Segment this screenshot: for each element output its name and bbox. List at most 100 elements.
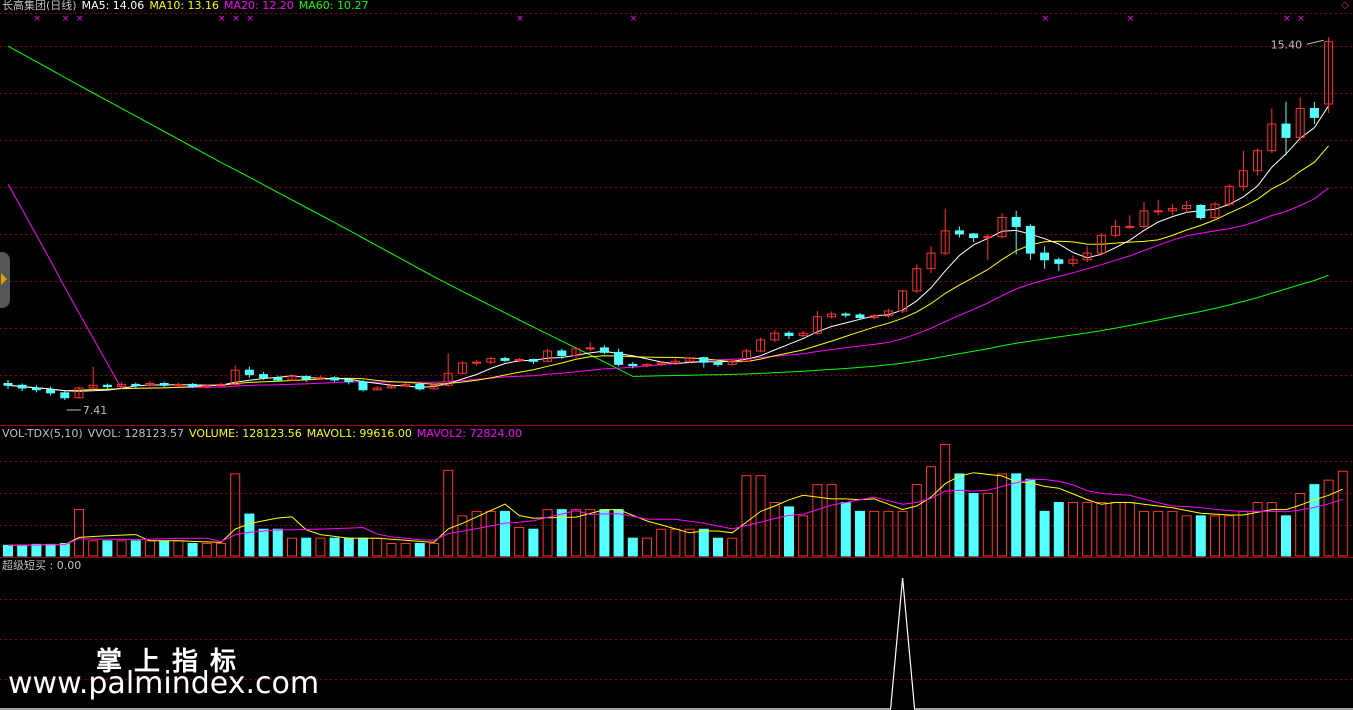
volume-bar — [443, 469, 454, 557]
candle-body — [670, 360, 680, 364]
high-price-label: 15.40 — [1271, 38, 1303, 51]
candle-body — [287, 375, 297, 381]
candle-body — [628, 363, 638, 367]
candle-body — [46, 389, 56, 394]
candle-body — [1125, 225, 1135, 228]
volume-bar — [769, 501, 780, 557]
candle-body — [1267, 123, 1277, 152]
volume-bar — [698, 528, 709, 557]
candle-body — [869, 315, 879, 319]
volume-bar — [528, 528, 539, 557]
x-mark-icon: × — [62, 14, 70, 24]
volume-bar — [1124, 501, 1135, 557]
candle-body — [827, 313, 837, 318]
expand-arrow-icon — [1, 273, 7, 285]
volume-bar — [3, 544, 13, 557]
candle-body — [940, 230, 950, 254]
volume-legend: VOL-TDX(5,10) VVOL: 128123.57 VOLUME: 1281… — [2, 428, 527, 440]
candle-body — [841, 313, 851, 316]
volume-bar — [159, 540, 170, 557]
volume-bar — [230, 473, 241, 557]
low-price-label: 7.41 — [83, 404, 108, 417]
volume-bar — [1210, 515, 1220, 557]
volume-bar — [88, 540, 99, 557]
volume-bar — [599, 509, 610, 557]
volume-bar — [997, 473, 1007, 557]
candle-body — [1025, 225, 1035, 254]
candle-body — [60, 392, 70, 399]
volume-bar — [784, 506, 794, 557]
volume-bar — [542, 509, 553, 557]
candle-body — [386, 385, 396, 389]
candle-body — [784, 332, 794, 336]
candle-body — [1324, 41, 1334, 105]
x-mark-icon: × — [1283, 14, 1291, 24]
volume-bar — [287, 537, 297, 557]
x-mark-icon: × — [1042, 14, 1050, 24]
candle-body — [1196, 204, 1206, 219]
volume-bar — [954, 473, 965, 557]
candle-body — [173, 383, 183, 386]
volume-bar — [869, 510, 880, 557]
volume-bar — [187, 543, 198, 557]
volume-bar — [571, 509, 581, 557]
volume-bar — [414, 543, 425, 557]
x-mark-icon: × — [630, 14, 638, 24]
volume-bar — [656, 528, 667, 557]
candle-body — [1309, 107, 1319, 118]
volume-bar — [897, 510, 908, 557]
candle-body — [954, 230, 964, 235]
indicator-legend: 超级短买 : 0.00 — [2, 560, 86, 572]
ma20-line — [7, 183, 1329, 390]
candle-body — [457, 362, 467, 374]
candle-body — [926, 252, 936, 270]
candle-body — [1167, 208, 1177, 212]
volume-bar — [1323, 479, 1334, 557]
side-panel-tab[interactable] — [0, 252, 10, 308]
volume-bar — [1309, 484, 1320, 557]
volume-bar — [74, 509, 84, 557]
volume-bar — [429, 543, 439, 557]
volume-bar — [329, 537, 340, 557]
mavol1-line — [8, 472, 1344, 546]
candle-body — [216, 383, 226, 387]
volume-bar — [1096, 501, 1107, 557]
ma5-label: MA5: 14.06 — [81, 0, 145, 12]
volume-bar — [1153, 510, 1164, 557]
ma60-label: MA60: 10.27 — [298, 0, 369, 12]
candle-body — [983, 236, 993, 239]
candle-body — [528, 358, 538, 362]
x-mark-icon: × — [246, 14, 254, 24]
volume-bar — [1068, 501, 1078, 557]
vol-indicator-name: VOL-TDX(5,10) — [2, 427, 83, 440]
volume-bar — [1195, 515, 1206, 557]
volume-bar — [798, 515, 809, 557]
volume-bar — [59, 543, 70, 557]
volume-bar — [911, 484, 922, 557]
volume-bar — [315, 537, 326, 557]
volume-bar — [1238, 510, 1249, 557]
volume-bar — [1295, 493, 1306, 557]
candle-body — [372, 387, 382, 391]
volume-bar — [45, 543, 56, 557]
candle-body — [1253, 150, 1263, 172]
candle-body — [273, 377, 283, 381]
volume-bar — [31, 543, 42, 557]
volume-bar — [343, 537, 354, 557]
candle-body — [585, 347, 595, 350]
volume-bar — [386, 543, 397, 557]
volume-bar — [1181, 515, 1192, 557]
volume-bar — [741, 475, 752, 557]
chart-title: 长高集团(日线) — [2, 0, 77, 12]
volume-bar — [244, 513, 255, 557]
volume-bar — [727, 537, 738, 557]
volume-bar — [116, 540, 127, 557]
volume-bar — [755, 475, 766, 557]
volume-bar — [173, 540, 184, 557]
diamond-icon[interactable]: ◇ — [1341, 0, 1349, 11]
volume-bar — [585, 509, 596, 557]
volume-bar — [713, 537, 723, 557]
mavol2-line — [8, 479, 1343, 546]
main-legend: 长高集团(日线) MA5: 14.06 MA10: 13.16 MA20: 12.20… — [2, 0, 373, 12]
